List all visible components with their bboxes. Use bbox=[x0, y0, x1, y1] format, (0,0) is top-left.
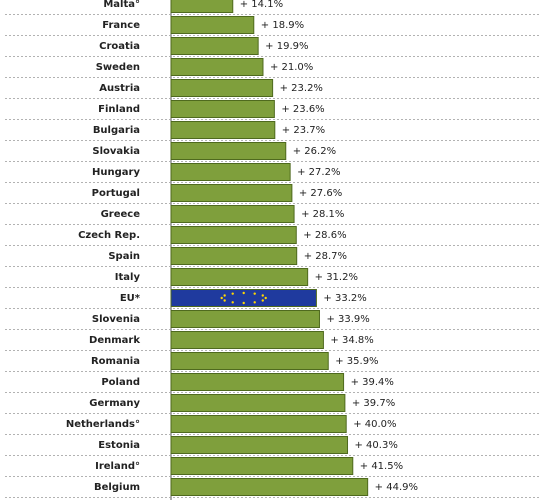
value-label: + 44.9% bbox=[375, 482, 418, 493]
category-label: Portugal bbox=[92, 188, 140, 199]
value-label: + 23.6% bbox=[281, 104, 324, 115]
bar bbox=[170, 436, 349, 454]
bar bbox=[170, 373, 345, 391]
category-label: EU* bbox=[120, 293, 141, 304]
flag-star bbox=[231, 292, 234, 295]
bar bbox=[170, 100, 275, 118]
bar bbox=[170, 352, 329, 370]
value-label: + 23.7% bbox=[282, 125, 325, 136]
value-label: + 28.1% bbox=[301, 209, 344, 220]
flag-star bbox=[223, 299, 226, 302]
value-label: + 35.9% bbox=[335, 356, 378, 367]
flag-star bbox=[223, 294, 226, 297]
category-label: Germany bbox=[89, 398, 140, 409]
value-label: + 40.0% bbox=[353, 419, 396, 430]
bar bbox=[170, 415, 347, 433]
category-label: Romania bbox=[91, 356, 140, 367]
bar bbox=[170, 16, 255, 34]
bar bbox=[170, 310, 320, 328]
bar bbox=[170, 394, 346, 412]
flag-star bbox=[261, 299, 264, 302]
category-label: Netherlands° bbox=[66, 419, 140, 430]
bar bbox=[170, 331, 324, 349]
value-label: + 19.9% bbox=[265, 41, 308, 52]
value-label: + 14.1% bbox=[240, 0, 283, 10]
bar bbox=[170, 58, 264, 76]
value-label: + 40.3% bbox=[355, 440, 398, 451]
bar bbox=[170, 142, 287, 160]
category-label: Slovakia bbox=[92, 146, 140, 157]
flag-star bbox=[253, 292, 256, 295]
category-label: Austria bbox=[99, 83, 140, 94]
category-label: Sweden bbox=[96, 62, 140, 73]
bar bbox=[170, 226, 297, 244]
bar bbox=[170, 268, 309, 286]
bar bbox=[170, 289, 317, 307]
bar bbox=[170, 0, 234, 13]
value-label: + 27.2% bbox=[297, 167, 340, 178]
category-label: Spain bbox=[108, 251, 140, 262]
flag-star bbox=[231, 301, 234, 304]
category-label: Hungary bbox=[92, 167, 140, 178]
category-label: Ireland° bbox=[95, 461, 140, 472]
category-label: Malta° bbox=[103, 0, 140, 10]
flag-star bbox=[242, 301, 245, 305]
value-label: + 33.2% bbox=[323, 293, 366, 304]
bar bbox=[170, 478, 369, 496]
category-label: Estonia bbox=[98, 440, 140, 451]
value-label: + 26.2% bbox=[293, 146, 336, 157]
value-label: + 41.5% bbox=[360, 461, 403, 472]
category-label: Denmark bbox=[89, 335, 140, 346]
bar bbox=[170, 79, 274, 97]
category-label: France bbox=[102, 20, 140, 31]
value-label: + 39.7% bbox=[352, 398, 395, 409]
category-label: Bulgaria bbox=[93, 125, 140, 136]
bar bbox=[170, 205, 295, 223]
value-label: + 23.2% bbox=[280, 83, 323, 94]
flag-star bbox=[261, 294, 264, 297]
value-label: + 34.8% bbox=[330, 335, 373, 346]
category-label: Poland bbox=[101, 377, 140, 388]
bar bbox=[170, 457, 354, 475]
flag-star bbox=[264, 296, 267, 300]
flag-star bbox=[253, 301, 256, 304]
category-label: Croatia bbox=[99, 41, 140, 52]
value-label: + 28.7% bbox=[304, 251, 347, 262]
flag-star bbox=[220, 296, 223, 300]
value-label: + 27.6% bbox=[299, 188, 342, 199]
category-label: Czech Rep. bbox=[78, 230, 140, 241]
bar bbox=[170, 37, 259, 55]
value-label: + 18.9% bbox=[261, 20, 304, 31]
value-label: + 33.9% bbox=[326, 314, 369, 325]
category-label: Slovenia bbox=[92, 314, 140, 325]
bar bbox=[170, 184, 293, 202]
value-label: + 31.2% bbox=[315, 272, 358, 283]
bar bbox=[170, 163, 291, 181]
bar bbox=[170, 247, 298, 265]
category-label: Italy bbox=[115, 272, 141, 283]
value-label: + 21.0% bbox=[270, 62, 313, 73]
flag-star bbox=[242, 291, 245, 295]
value-label: + 28.6% bbox=[303, 230, 346, 241]
category-label: Greece bbox=[101, 209, 141, 220]
category-label: Belgium bbox=[94, 482, 140, 493]
value-label: + 39.4% bbox=[351, 377, 394, 388]
bar bbox=[170, 121, 276, 139]
category-label: Finland bbox=[98, 104, 140, 115]
